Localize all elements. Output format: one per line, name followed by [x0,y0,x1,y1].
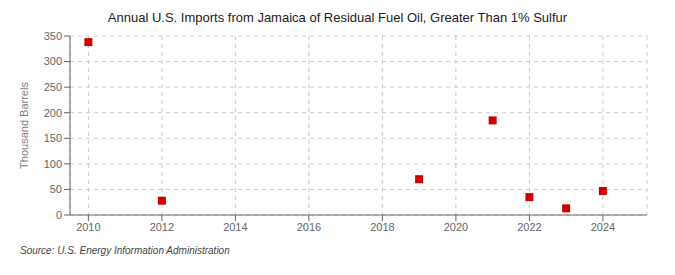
svg-text:2018: 2018 [370,221,394,233]
svg-text:50: 50 [50,183,62,195]
svg-text:2020: 2020 [444,221,468,233]
svg-text:200: 200 [44,107,62,119]
html-text:Source: U.S. Energy Informatio: Source: U.S. Energy Information Administ… [20,245,230,256]
html-text:Annual U.S. Imports from Jamai: Annual U.S. Imports from Jamaica of Resi… [107,10,568,25]
svg-text:2024: 2024 [591,221,615,233]
svg-text:250: 250 [44,81,62,93]
svg-text:350: 350 [44,30,62,42]
svg-text:2010: 2010 [76,221,100,233]
svg-text:2022: 2022 [517,221,541,233]
svg-text:150: 150 [44,132,62,144]
svg-text:2014: 2014 [223,221,247,233]
svg-text:2016: 2016 [297,221,321,233]
svg-text:2012: 2012 [150,221,174,233]
svg-text:100: 100 [44,158,62,170]
svg-text:300: 300 [44,55,62,67]
svg-text:Thousand Barrels: Thousand Barrels [18,82,30,169]
svg-text:0: 0 [56,209,62,221]
